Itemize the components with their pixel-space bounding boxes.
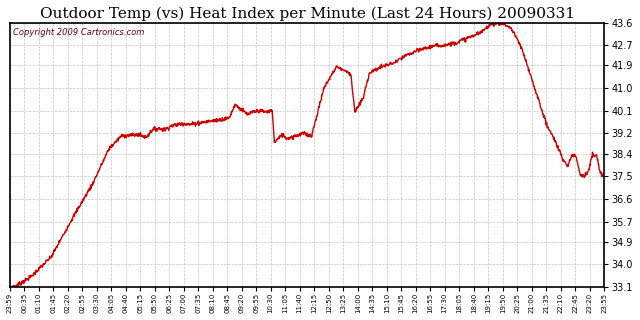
Title: Outdoor Temp (vs) Heat Index per Minute (Last 24 Hours) 20090331: Outdoor Temp (vs) Heat Index per Minute … [40, 7, 575, 21]
Text: Copyright 2009 Cartronics.com: Copyright 2009 Cartronics.com [13, 28, 144, 37]
